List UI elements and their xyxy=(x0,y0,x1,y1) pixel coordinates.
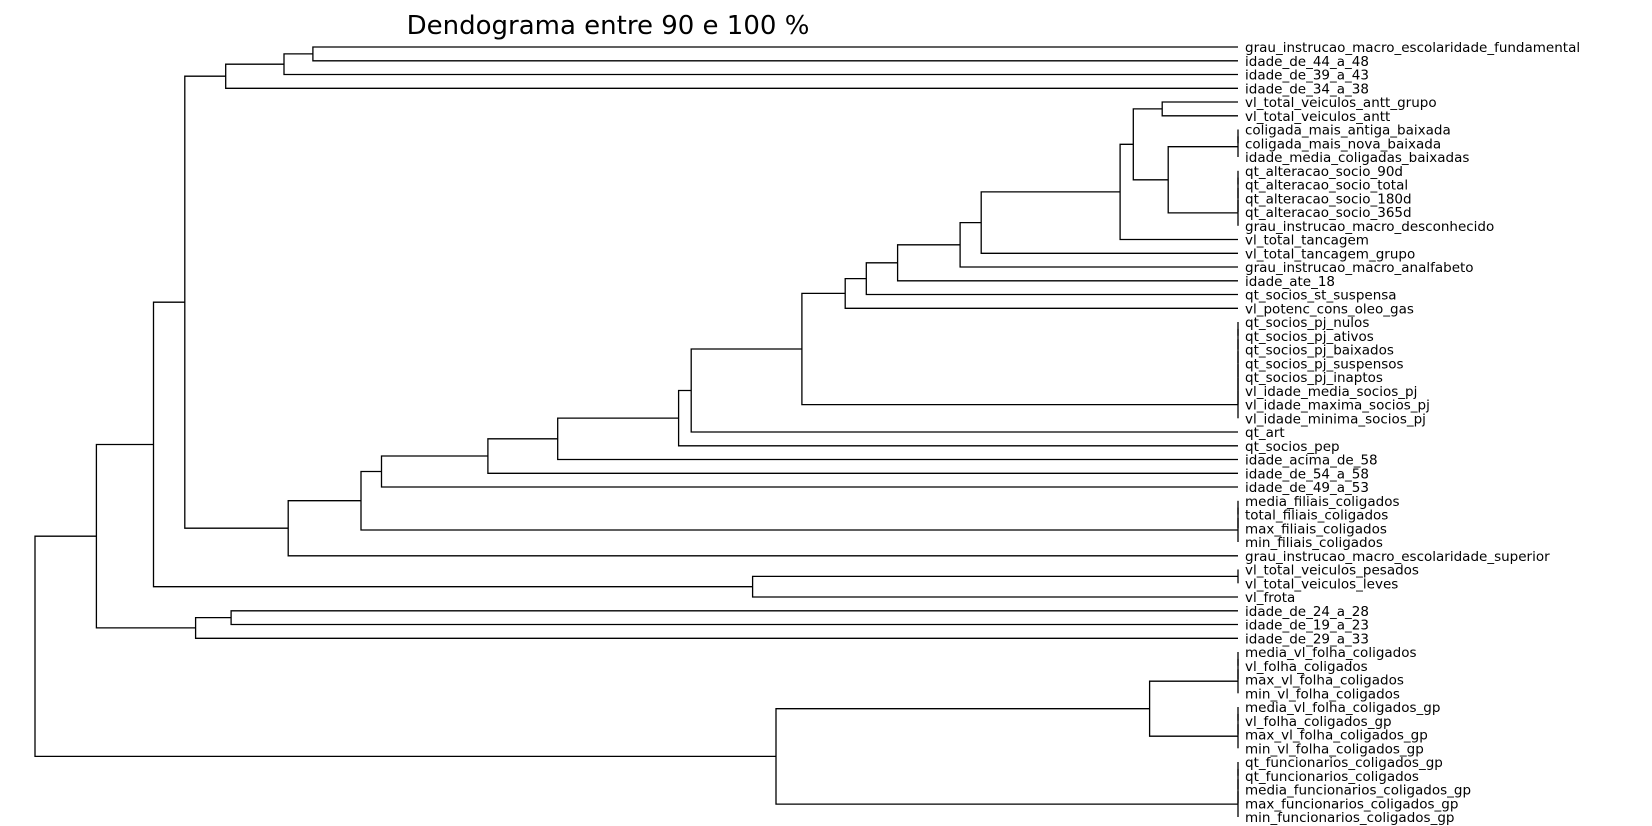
leaf-label: min_vl_folha_coligados xyxy=(1245,686,1400,702)
dendrogram-link xyxy=(380,455,1238,488)
dendrogram-link xyxy=(1132,108,1169,181)
leaf-label: vl_total_veiculos_antt xyxy=(1245,109,1390,125)
leaf-label: qt_funcionarios_coligados xyxy=(1245,769,1419,785)
dendrogram-link xyxy=(34,535,776,758)
leaf-label: coligada_mais_nova_baixada xyxy=(1245,136,1441,152)
leaf-label: grau_instrucao_macro_escolaridade_superi… xyxy=(1245,549,1550,565)
dendrogram-link xyxy=(194,616,1238,639)
leaf-label: qt_socios_pj_ativos xyxy=(1245,329,1374,345)
dendrogram-link xyxy=(751,575,1238,598)
leaf-labels: grau_instrucao_macro_escolaridade_fundam… xyxy=(1245,40,1580,826)
leaf-label: min_funcionarios_coligados_gp xyxy=(1245,810,1454,826)
dendrogram-link xyxy=(801,292,1238,406)
leaf-label: idade_de_54_a_58 xyxy=(1245,466,1369,482)
dendrogram-link xyxy=(896,244,1238,282)
dendrogram-link xyxy=(283,53,1238,76)
leaf-label: grau_instrucao_macro_desconhecido xyxy=(1245,219,1494,235)
dendrogram-link xyxy=(152,301,753,588)
leaf-label: idade_de_49_a_53 xyxy=(1245,480,1369,496)
dendrogram-link xyxy=(225,63,1238,89)
leaf-label: qt_socios_pep xyxy=(1245,439,1340,455)
dendrogram-link xyxy=(690,348,1238,433)
leaf-label: grau_instrucao_macro_escolaridade_fundam… xyxy=(1245,40,1580,56)
leaf-label: min_vl_folha_coligados_gp xyxy=(1245,741,1424,757)
leaf-label: vl_frota xyxy=(1245,590,1295,606)
dendrogram-link xyxy=(95,443,196,629)
leaf-label: idade_de_24_a_28 xyxy=(1245,604,1369,620)
leaf-label: idade_de_19_a_23 xyxy=(1245,618,1369,634)
dendrogram-link xyxy=(312,46,1238,62)
leaf-label: vl_total_tancagem xyxy=(1245,233,1369,249)
leaf-label: idade_acima_de_58 xyxy=(1245,453,1378,469)
dendrogram-link xyxy=(1161,101,1238,117)
dendrogram-link xyxy=(980,191,1238,254)
dendrogram-links xyxy=(34,46,1239,817)
leaf-label: vl_folha_coligados_gp xyxy=(1245,714,1392,730)
dendrogram-link xyxy=(360,470,1238,531)
dendrogram-link xyxy=(775,708,1238,805)
dendrogram-link xyxy=(677,389,1238,447)
leaf-label: idade_ate_18 xyxy=(1245,274,1335,290)
leaf-label: qt_funcionarios_coligados_gp xyxy=(1245,755,1443,771)
leaf-label: idade_de_39_a_43 xyxy=(1245,68,1369,84)
leaf-label: idade_media_coligadas_baixadas xyxy=(1245,150,1469,166)
leaf-label: idade_de_44_a_48 xyxy=(1245,54,1369,70)
leaf-label: max_funcionarios_coligados_gp xyxy=(1245,796,1458,812)
leaf-label: media_vl_folha_coligados xyxy=(1245,645,1417,661)
leaf-label: vl_total_veiculos_pesados xyxy=(1245,563,1419,579)
leaf-label: media_filiais_coligados xyxy=(1245,494,1400,510)
leaf-label: qt_art xyxy=(1245,425,1285,441)
leaf-label: qt_socios_pj_nulos xyxy=(1245,315,1369,331)
leaf-label: total_filiais_coligados xyxy=(1245,508,1388,524)
leaf-label: qt_socios_pj_inaptos xyxy=(1245,370,1383,386)
leaf-label: vl_potenc_cons_oleo_gas xyxy=(1245,301,1414,317)
dendrogram-link xyxy=(1148,680,1238,737)
leaf-label: vl_total_tancagem_grupo xyxy=(1245,246,1415,262)
leaf-label: idade_de_34_a_38 xyxy=(1245,81,1369,97)
leaf-label: qt_alteracao_socio_365d xyxy=(1245,205,1412,221)
dendrogram-link xyxy=(557,417,1238,461)
leaf-label: idade_de_29_a_33 xyxy=(1245,631,1369,647)
dendrogram-link xyxy=(230,610,1238,626)
leaf-label: min_filiais_coligados xyxy=(1245,535,1383,551)
leaf-label: grau_instrucao_macro_analfabeto xyxy=(1245,260,1474,276)
leaf-label: qt_socios_pj_suspensos xyxy=(1245,356,1404,372)
leaf-label: vl_idade_minima_socios_pj xyxy=(1245,411,1426,427)
dendrogram-link xyxy=(959,221,1238,268)
leaf-label: vl_total_veiculos_leves xyxy=(1245,576,1398,592)
leaf-label: vl_idade_maxima_socios_pj xyxy=(1245,398,1430,414)
leaf-label: media_vl_folha_coligados_gp xyxy=(1245,700,1440,716)
dendrogram-link xyxy=(1119,143,1238,241)
leaf-label: vl_folha_coligados xyxy=(1245,659,1368,675)
leaf-label: qt_socios_st_suspensa xyxy=(1245,288,1397,304)
leaf-label: vl_idade_media_socios_pj xyxy=(1245,384,1417,400)
dendrogram-link xyxy=(287,500,1238,557)
dendrogram-link xyxy=(844,277,1238,309)
leaf-label: media_funcionarios_coligados_gp xyxy=(1245,783,1471,799)
chart-title: Dendograma entre 90 e 100 % xyxy=(407,11,810,41)
dendrogram-link xyxy=(1167,146,1238,214)
leaf-label: qt_alteracao_socio_total xyxy=(1245,178,1408,194)
leaf-label: qt_socios_pj_baixados xyxy=(1245,343,1394,359)
leaf-label: max_filiais_coligados xyxy=(1245,521,1387,537)
leaf-label: qt_alteracao_socio_90d xyxy=(1245,164,1403,180)
leaf-label: vl_total_veiculos_antt_grupo xyxy=(1245,95,1437,111)
leaf-label: max_vl_folha_coligados_gp xyxy=(1245,728,1428,744)
dendrogram-link xyxy=(184,75,289,529)
leaf-label: max_vl_folha_coligados xyxy=(1245,673,1404,689)
dendrogram-link xyxy=(487,438,1238,474)
leaf-label: qt_alteracao_socio_180d xyxy=(1245,191,1412,207)
leaf-label: coligada_mais_antiga_baixada xyxy=(1245,123,1451,139)
